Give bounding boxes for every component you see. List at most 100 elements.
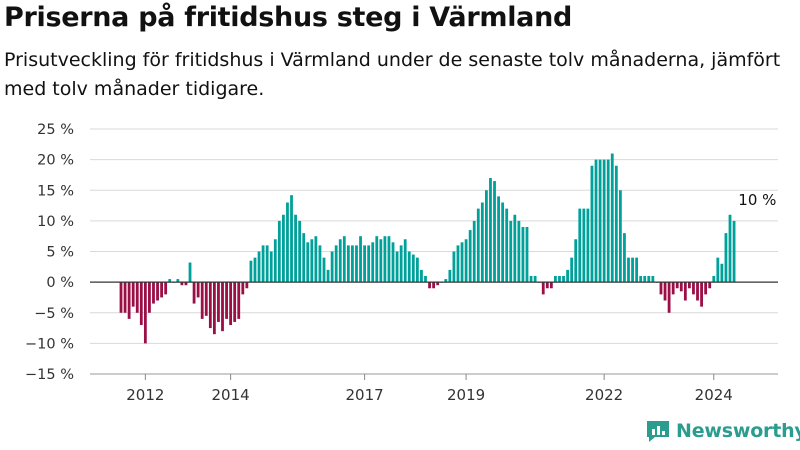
bar [545,282,549,289]
bar [119,282,123,313]
bar [127,282,131,319]
y-axis-labels: 25 % 20 % 15 % 10 % 5 % 0 % −5 % −10 % −15 % [25,122,74,383]
bar [639,276,643,283]
bar [631,257,634,283]
bar [420,269,423,283]
bar [480,202,484,283]
bar [716,257,720,283]
x-tick-label: 2022 [585,386,623,404]
bar [395,251,399,283]
bar [708,282,712,289]
bar [387,236,391,283]
y-tick-label: 20 % [37,153,74,169]
bar [233,282,237,322]
bar [314,236,318,283]
bar [286,202,289,283]
bar [448,269,452,283]
bar [663,282,667,301]
bar [578,208,582,283]
bar [476,208,480,283]
bar [659,282,663,295]
bar [712,276,716,283]
bar [720,263,724,283]
bar [671,282,675,295]
bar [643,276,647,283]
bar [618,190,622,283]
y-tick-label: 25 % [37,122,74,138]
x-tick-label: 2014 [212,386,250,404]
bar [346,245,350,283]
x-tick-label: 2012 [126,386,164,404]
bar [594,159,598,283]
bar [688,282,691,289]
bar [375,236,379,283]
bar [415,257,419,283]
bar [549,282,553,289]
y-tick-label: 10 % [37,214,74,230]
bar [610,153,614,283]
bar [472,220,476,283]
bar [602,159,606,283]
brand-name: Newsworthy [676,420,800,442]
bar [294,214,297,283]
bar [728,214,732,283]
bar [647,276,651,283]
bar [505,208,509,283]
bar [582,208,586,283]
bar [574,239,578,283]
bar [310,239,314,283]
bar [692,282,695,295]
bar [598,159,602,283]
bar [517,220,521,283]
bar [217,282,220,322]
bar [334,245,338,283]
annotations: 10 % [738,191,776,209]
bar [196,282,200,298]
bar [290,195,293,283]
bar [700,282,703,307]
bar [724,233,728,283]
bar [192,282,196,304]
bars [90,153,778,344]
y-tick-label: −10 % [25,336,74,352]
bar [164,282,168,295]
bar [204,282,208,316]
bar [525,227,529,283]
bar [509,220,513,283]
bar [679,282,683,292]
y-tick-label: 0 % [46,275,74,291]
bar [208,282,212,329]
bar [277,220,281,283]
bar [468,230,472,283]
bar [306,242,310,283]
bar [355,245,358,283]
bar [489,178,492,283]
bar [683,282,687,301]
bar [533,276,537,283]
bar [379,239,383,283]
bar [485,190,488,283]
bar [558,276,561,283]
bar [326,269,330,283]
bar [732,220,736,283]
grid-lines [90,128,778,375]
bar [452,251,456,283]
bar [322,257,326,283]
x-tick-label: 2024 [695,386,733,404]
bar [411,254,415,283]
bar [444,279,448,283]
bar [265,245,269,283]
bar [501,202,505,283]
bar [614,165,618,283]
bar [428,282,431,289]
chart-subtitle: Prisutveckling för fritidshus i Värmland… [4,49,781,100]
bar [330,251,334,283]
bar [363,245,366,283]
bar [367,245,371,283]
bar [493,181,496,283]
bar [541,282,545,295]
bar [200,282,204,319]
bar [131,282,135,307]
bar [184,282,188,286]
bar [464,239,468,283]
